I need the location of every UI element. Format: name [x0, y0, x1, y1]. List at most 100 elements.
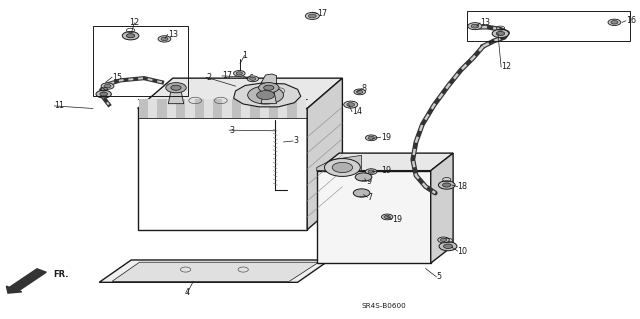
Bar — [467, 11, 630, 41]
Circle shape — [96, 90, 111, 98]
Text: 9: 9 — [366, 177, 371, 186]
Circle shape — [332, 162, 353, 173]
Circle shape — [234, 70, 245, 76]
Text: 3: 3 — [229, 126, 234, 135]
Text: 17: 17 — [222, 71, 232, 80]
Bar — [186, 99, 195, 118]
Polygon shape — [138, 108, 307, 230]
Circle shape — [305, 12, 319, 19]
Text: 1: 1 — [242, 51, 247, 60]
Polygon shape — [168, 91, 184, 104]
Circle shape — [347, 103, 355, 107]
FancyArrow shape — [6, 269, 46, 293]
Circle shape — [438, 237, 449, 243]
Circle shape — [344, 101, 358, 108]
Bar — [148, 99, 157, 118]
Text: 13: 13 — [480, 19, 490, 27]
Circle shape — [161, 37, 168, 41]
Text: 6: 6 — [248, 74, 253, 83]
Text: 3: 3 — [293, 137, 298, 145]
Circle shape — [471, 24, 479, 28]
Bar — [232, 99, 241, 118]
Circle shape — [368, 136, 374, 139]
Circle shape — [353, 189, 370, 197]
Bar — [166, 99, 176, 118]
Circle shape — [257, 91, 275, 100]
Polygon shape — [112, 262, 319, 281]
Text: 7: 7 — [367, 193, 372, 202]
Polygon shape — [317, 155, 362, 171]
Bar — [250, 99, 260, 118]
Text: 8: 8 — [362, 84, 367, 93]
Bar — [204, 99, 213, 118]
Polygon shape — [317, 153, 453, 171]
Text: 19: 19 — [392, 215, 402, 224]
Text: 14: 14 — [352, 107, 362, 116]
Circle shape — [100, 92, 108, 96]
Polygon shape — [431, 153, 453, 263]
Bar — [223, 99, 232, 118]
Text: SR4S-B0600: SR4S-B0600 — [362, 303, 406, 309]
Circle shape — [236, 72, 243, 75]
Text: 2: 2 — [206, 73, 211, 82]
Circle shape — [104, 84, 111, 88]
Circle shape — [354, 89, 365, 95]
Circle shape — [250, 77, 256, 80]
Text: 10: 10 — [458, 247, 468, 256]
Circle shape — [440, 238, 447, 241]
Circle shape — [127, 34, 135, 38]
Circle shape — [166, 83, 186, 93]
Circle shape — [324, 159, 360, 176]
Text: 11: 11 — [54, 101, 65, 110]
Polygon shape — [307, 78, 342, 230]
Circle shape — [492, 29, 509, 38]
Text: 13: 13 — [168, 30, 178, 39]
Circle shape — [171, 85, 181, 90]
Circle shape — [308, 14, 316, 18]
Bar — [260, 99, 269, 118]
Circle shape — [158, 36, 171, 42]
Text: 16: 16 — [626, 16, 636, 25]
Polygon shape — [317, 171, 431, 263]
Circle shape — [356, 90, 363, 93]
Bar — [93, 26, 188, 96]
Circle shape — [438, 181, 455, 189]
Text: 12: 12 — [501, 63, 511, 71]
Text: 18: 18 — [458, 182, 468, 191]
Circle shape — [247, 76, 259, 82]
Circle shape — [365, 169, 377, 174]
Text: 5: 5 — [436, 272, 442, 281]
Polygon shape — [99, 260, 330, 282]
Bar — [195, 99, 204, 118]
Polygon shape — [138, 78, 342, 108]
Bar — [157, 99, 166, 118]
Circle shape — [384, 215, 390, 219]
Circle shape — [439, 242, 457, 251]
Text: 19: 19 — [381, 133, 391, 142]
Text: 17: 17 — [317, 9, 327, 18]
Bar — [269, 99, 278, 118]
Bar — [278, 99, 287, 118]
Circle shape — [443, 183, 451, 187]
Polygon shape — [261, 91, 276, 104]
Circle shape — [259, 83, 279, 93]
Circle shape — [381, 214, 393, 220]
Bar — [241, 99, 250, 118]
Circle shape — [122, 32, 139, 40]
Circle shape — [468, 23, 482, 30]
Polygon shape — [261, 74, 276, 84]
Circle shape — [497, 31, 505, 36]
Circle shape — [368, 170, 374, 173]
Circle shape — [365, 135, 377, 141]
Circle shape — [608, 19, 621, 26]
Text: 12: 12 — [129, 19, 140, 27]
Circle shape — [611, 20, 618, 24]
Bar — [139, 99, 148, 118]
Circle shape — [355, 173, 372, 181]
Circle shape — [444, 244, 452, 249]
Text: 4: 4 — [185, 288, 190, 297]
Text: FR.: FR. — [53, 271, 68, 279]
Circle shape — [101, 83, 114, 89]
Bar — [297, 99, 306, 118]
Bar — [213, 99, 223, 118]
